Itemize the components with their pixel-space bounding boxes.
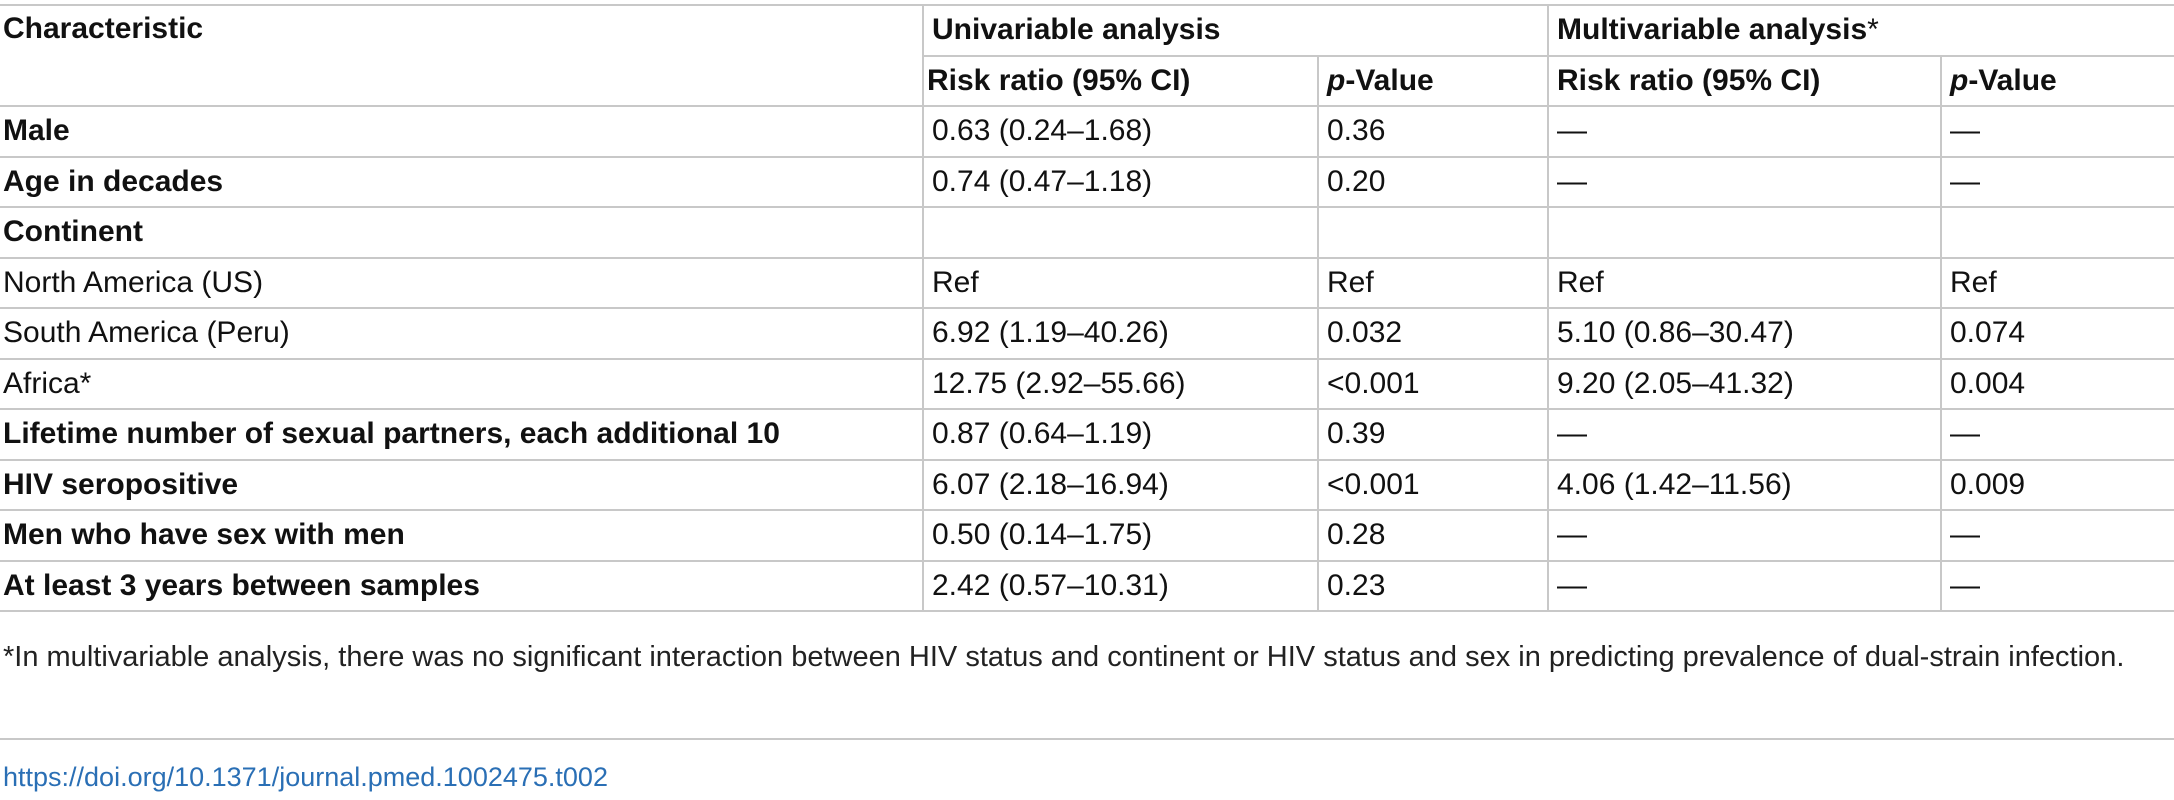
header-characteristic: Characteristic bbox=[0, 4, 924, 107]
multivariable-p-value: — bbox=[1939, 155, 2174, 208]
header-univariable: Univariable analysis bbox=[922, 4, 1549, 57]
table-body: Male 0.63 (0.24–1.68) 0.36— — Age in decades… bbox=[0, 105, 2174, 612]
multivariable-risk-ratio: 4.06 (1.42–11.56) bbox=[1547, 458, 1942, 511]
p-value-suffix: -Value bbox=[1968, 63, 2057, 97]
univariable-risk-ratio: Ref bbox=[922, 256, 1319, 309]
table-row: Age in decades 0.74 (0.47–1.18) 0.20— — bbox=[0, 155, 2174, 208]
row-label: Africa* bbox=[0, 357, 924, 410]
univariable-p-value: 0.28 bbox=[1317, 509, 1549, 562]
univariable-risk-ratio: 0.74 (0.47–1.18) bbox=[922, 155, 1319, 208]
multivariable-p-value: Ref bbox=[1939, 256, 2174, 309]
univariable-p-value: 0.23 bbox=[1317, 559, 1549, 612]
p-value-suffix: -Value bbox=[1345, 63, 1434, 97]
table-row: Men who have sex with men 0.50 (0.14–1.75… bbox=[0, 509, 2174, 562]
multivariable-risk-ratio: — bbox=[1547, 105, 1942, 158]
header-multi-risk-ratio: Risk ratio (95% CI) bbox=[1547, 54, 1942, 107]
header-uni-risk-ratio: Risk ratio (95% CI) bbox=[923, 54, 1319, 107]
table-row: Lifetime number of sexual partners, each… bbox=[0, 408, 2174, 461]
header-univariable-label: Univariable analysis bbox=[932, 13, 1221, 47]
univariable-p-value: Ref bbox=[1317, 256, 1549, 309]
univariable-risk-ratio: 6.07 (2.18–16.94) bbox=[922, 458, 1319, 511]
header-uni-p-value: p-Value bbox=[1317, 54, 1549, 107]
univariable-p-value: 0.20 bbox=[1317, 155, 1549, 208]
p-italic: p bbox=[1950, 63, 1969, 97]
univariable-risk-ratio: 0.87 (0.64–1.19) bbox=[922, 408, 1319, 461]
multivariable-risk-ratio: 5.10 (0.86–30.47) bbox=[1547, 307, 1942, 360]
multivariable-p-value: — bbox=[1939, 408, 2174, 461]
row-label: Men who have sex with men bbox=[0, 509, 924, 562]
table-row: South America (Peru) 6.92 (1.19–40.26) 0.0… bbox=[0, 307, 2174, 360]
header-multi-p-value: p-Value bbox=[1939, 54, 2174, 107]
table-row: North America (US) Ref Ref Ref Ref bbox=[0, 256, 2174, 309]
univariable-p-value: <0.001 bbox=[1317, 357, 1549, 410]
risk-ratio-table: Characteristic Univariable analysis Mult… bbox=[0, 4, 2174, 612]
multivariable-risk-ratio: 9.20 (2.05–41.32) bbox=[1547, 357, 1942, 410]
row-label: South America (Peru) bbox=[0, 307, 924, 360]
row-label: Male bbox=[0, 105, 924, 158]
p-italic: p bbox=[1327, 63, 1346, 97]
univariable-risk-ratio: 2.42 (0.57–10.31) bbox=[922, 559, 1319, 612]
multivariable-p-value bbox=[1939, 206, 2174, 259]
row-label: Lifetime number of sexual partners, each… bbox=[0, 408, 924, 461]
header-row-2: Risk ratio (95% CI) p-Value Risk ratio (… bbox=[0, 54, 2174, 107]
header-multivariable: Multivariable analysis* bbox=[1546, 4, 2174, 57]
univariable-p-value: 0.032 bbox=[1317, 307, 1549, 360]
univariable-risk-ratio: 0.63 (0.24–1.68) bbox=[922, 105, 1319, 158]
multivariable-p-value: — bbox=[1939, 509, 2174, 562]
doi-link[interactable]: https://doi.org/10.1371/journal.pmed.100… bbox=[3, 762, 608, 792]
multivariable-p-value: 0.074 bbox=[1939, 307, 2174, 360]
multivariable-p-value: 0.009 bbox=[1939, 458, 2174, 511]
header-row-1: Characteristic Univariable analysis Mult… bbox=[0, 4, 2174, 107]
univariable-p-value: 0.39 bbox=[1317, 408, 1549, 461]
univariable-risk-ratio: 0.50 (0.14–1.75) bbox=[922, 509, 1319, 562]
multivariable-p-value: 0.004 bbox=[1939, 357, 2174, 410]
table-row: At least 3 years between samples 2.42 (0.… bbox=[0, 559, 2174, 612]
table-row: Continent bbox=[0, 206, 2174, 259]
table-row: HIV seropositive 6.07 (2.18–16.94) <0.001 4… bbox=[0, 458, 2174, 511]
multivariable-risk-ratio bbox=[1547, 206, 1942, 259]
row-label: Continent bbox=[0, 206, 924, 259]
row-label: At least 3 years between samples bbox=[0, 559, 924, 612]
divider bbox=[0, 738, 2174, 740]
table-footnote: *In multivariable analysis, there was no… bbox=[3, 641, 2125, 673]
row-label: Age in decades bbox=[0, 155, 924, 208]
univariable-p-value: 0.36 bbox=[1317, 105, 1549, 158]
multivariable-risk-ratio: — bbox=[1547, 408, 1942, 461]
multivariable-risk-ratio: Ref bbox=[1547, 256, 1942, 309]
row-label: HIV seropositive bbox=[0, 458, 924, 511]
univariable-risk-ratio: 12.75 (2.92–55.66) bbox=[922, 357, 1319, 410]
multivariable-p-value: — bbox=[1939, 105, 2174, 158]
multivariable-risk-ratio: — bbox=[1547, 559, 1942, 612]
univariable-p-value bbox=[1317, 206, 1549, 259]
univariable-risk-ratio: 6.92 (1.19–40.26) bbox=[922, 307, 1319, 360]
univariable-risk-ratio bbox=[922, 206, 1319, 259]
header-multivariable-label: Multivariable analysis bbox=[1557, 13, 1868, 47]
row-label: North America (US) bbox=[0, 256, 924, 309]
header-multivariable-footnote-mark: * bbox=[1867, 13, 1879, 47]
univariable-p-value: <0.001 bbox=[1317, 458, 1549, 511]
table-row: Africa* 12.75 (2.92–55.66) <0.001 9.20 (2.0… bbox=[0, 357, 2174, 410]
results-table-container: Characteristic Univariable analysis Mult… bbox=[0, 4, 2174, 612]
multivariable-p-value: — bbox=[1939, 559, 2174, 612]
multivariable-risk-ratio: — bbox=[1547, 155, 1942, 208]
table-row: Male 0.63 (0.24–1.68) 0.36— — bbox=[0, 105, 2174, 158]
multivariable-risk-ratio: — bbox=[1547, 509, 1942, 562]
